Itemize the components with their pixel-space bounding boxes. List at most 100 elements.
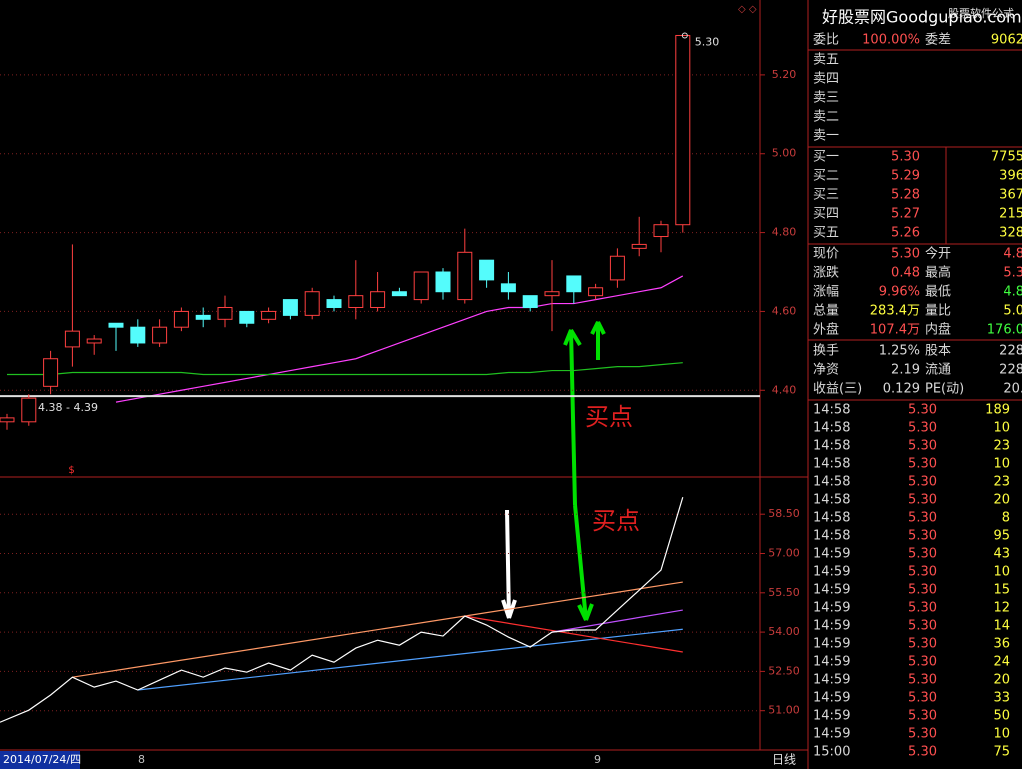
quote-text: 228	[999, 363, 1022, 378]
quote-text: 量比	[925, 304, 951, 319]
date-box	[0, 751, 80, 769]
quote-text: 5.26	[891, 226, 920, 241]
quote-text: 14	[993, 619, 1010, 634]
trend-line	[551, 609, 683, 633]
green-arrow	[563, 328, 582, 506]
quote-text: 5.30	[908, 439, 937, 454]
quote-text: 卖四	[813, 72, 839, 87]
quote-text: 10	[993, 421, 1010, 436]
quote-text: 367	[999, 188, 1022, 203]
quote-text: 卖五	[813, 53, 839, 68]
candle-body	[544, 291, 560, 297]
candle-body	[0, 417, 15, 423]
quote-text: 328	[999, 226, 1022, 241]
indicator-line	[0, 497, 684, 723]
candle-body	[370, 291, 386, 308]
candle-body	[675, 34, 691, 226]
green-arrow	[573, 504, 594, 621]
y-tick-label: 57.00	[768, 547, 800, 560]
quote-text: 10	[993, 457, 1010, 472]
candle-body	[435, 271, 451, 293]
quote-text: 107.4万	[870, 323, 920, 338]
quote-text: 14:58	[813, 529, 850, 544]
quote-text: 5.3	[1003, 266, 1022, 281]
quote-text: 买四	[813, 207, 839, 222]
quote-text: 5.30	[908, 601, 937, 616]
quote-text: 20.	[1003, 382, 1022, 397]
quote-text: 20	[993, 673, 1010, 688]
quote-text: 2.19	[891, 363, 920, 378]
candle-body	[43, 358, 59, 387]
quote-text: 5.30	[908, 583, 937, 598]
level-label: 4.38 - 4.39	[38, 401, 98, 414]
brand-box	[812, 6, 1022, 28]
quote-text: 7755	[991, 150, 1022, 165]
quote-text: 5.29	[891, 169, 920, 184]
quote-text: 买三	[813, 188, 839, 203]
quote-text: 23	[993, 439, 1010, 454]
last-price-label: 5.30	[695, 35, 720, 48]
quote-text: 10	[993, 565, 1010, 580]
quote-text: 75	[993, 745, 1010, 760]
quote-text: 100.00%	[862, 33, 920, 48]
quote-text: 14:58	[813, 403, 850, 418]
buy-annotation: 买点	[585, 403, 633, 431]
quote-text: 5.30	[908, 673, 937, 688]
quote-text: 委比	[813, 33, 839, 48]
pane-icon[interactable]: ◇ ◇	[738, 4, 757, 15]
quote-text: 5.30	[908, 565, 937, 580]
candle-body	[500, 283, 516, 293]
quote-text: 5.30	[908, 655, 937, 670]
quote-text: 5.30	[908, 475, 937, 490]
candle-body	[326, 299, 342, 308]
quote-text: 43	[993, 547, 1010, 562]
quote-text: 14:59	[813, 691, 850, 706]
quote-text: 10	[993, 727, 1010, 742]
quote-text: 收益(三)	[813, 382, 862, 397]
moving-average	[115, 275, 684, 403]
quote-text: 14:59	[813, 565, 850, 580]
quote-text: 4.8	[1003, 285, 1022, 300]
quote-text: 15:00	[813, 745, 850, 760]
quote-text: 95	[993, 529, 1010, 544]
quote-text: 5.30	[908, 421, 937, 436]
quote-text: 33	[993, 691, 1010, 706]
quote-text: 14:58	[813, 439, 850, 454]
y-tick-label: 4.40	[772, 383, 797, 396]
quote-text: 20	[993, 493, 1010, 508]
candle-body	[64, 330, 80, 348]
quote-text: 现价	[813, 247, 839, 262]
candle-body	[631, 243, 647, 249]
quote-text: 涨跌	[813, 265, 839, 281]
quote-text: 好股票网Goodgupiao.com	[822, 8, 1022, 27]
y-tick-label: 4.80	[772, 226, 797, 239]
quote-text: 14:58	[813, 475, 850, 490]
quote-text: 净资	[813, 363, 839, 378]
candle-body	[173, 310, 189, 328]
y-tick-label: 51.00	[768, 704, 800, 717]
candle-body	[391, 291, 407, 297]
candle-body	[195, 314, 211, 320]
moving-average	[7, 362, 683, 376]
quote-text: 36	[993, 637, 1010, 652]
candle-body	[86, 338, 102, 344]
quote-text: 买二	[813, 169, 839, 184]
quote-text: 14:59	[813, 637, 850, 652]
quote-text: 14:59	[813, 727, 850, 742]
quote-text: 5.30	[908, 745, 937, 760]
quote-text: 4.8	[1003, 247, 1022, 262]
quote-text: 189	[985, 403, 1010, 418]
green-arrow	[590, 321, 606, 360]
quote-text: 14:59	[813, 547, 850, 562]
quote-text: 5.30	[908, 547, 937, 562]
y-tick-label: 52.50	[768, 664, 800, 677]
timeline-period[interactable]: 日线	[772, 753, 796, 767]
quote-text: 283.4万	[870, 304, 920, 319]
quote-text: 5.30	[908, 691, 937, 706]
candle-body	[413, 271, 429, 301]
y-tick-label: 55.50	[768, 586, 800, 599]
quote-text: 买五	[813, 226, 839, 241]
quote-text: 5.30	[908, 619, 937, 634]
quote-text: 外盘	[813, 322, 839, 338]
quote-text: 14:59	[813, 655, 850, 670]
